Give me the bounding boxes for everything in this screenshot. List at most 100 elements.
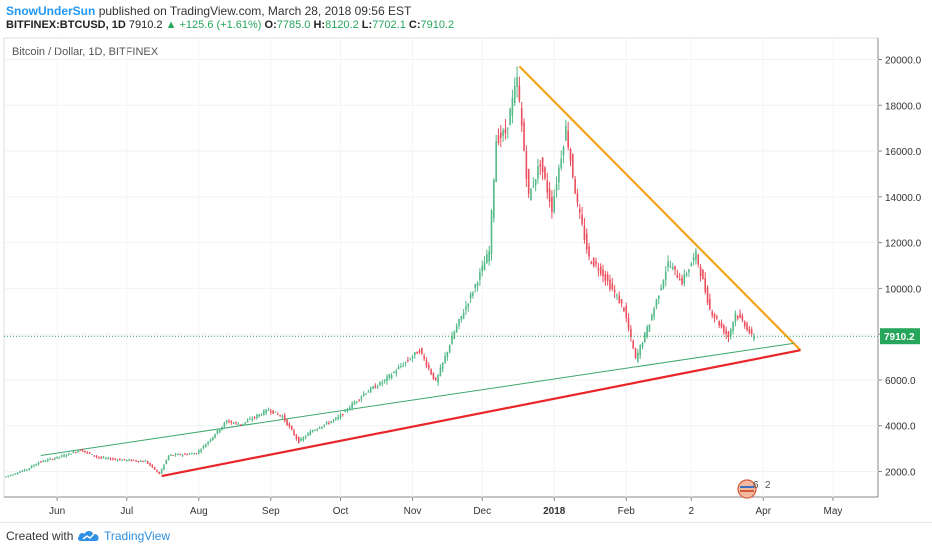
candle-body [437,375,439,383]
x-tick-label: Feb [618,506,636,517]
candle-body [225,420,228,423]
candle-body [353,402,356,405]
candle-body [16,473,19,475]
candle-body [37,462,40,465]
x-tick-label: Nov [404,506,422,517]
candle-body [620,299,623,304]
candle-body [288,423,291,427]
candle-body [214,434,216,438]
price-change: ▲ +125.6 (+1.61%) [165,19,262,31]
candle-body [448,345,451,353]
y-tick-label: 20000.0 [885,56,922,67]
support-trendline[interactable] [161,349,801,478]
candle-body [272,410,274,414]
high-label: H: [313,19,326,31]
candle-body [662,280,665,289]
candle-body [441,362,444,369]
candle-body [671,267,674,270]
candle-body [279,415,281,417]
candle-body [558,167,560,183]
candle-body [572,154,574,178]
author-link[interactable]: SnowUnderSun [6,4,96,18]
candle-body [270,410,272,413]
candle-body [26,469,28,471]
candle-body [388,374,391,378]
candle-body [667,261,669,268]
candle-body [595,261,597,265]
candle-body [467,303,470,307]
candle-body [644,332,646,342]
candle-body [641,342,644,347]
candle-body [290,426,293,430]
candle-body [316,428,319,431]
candle-body [44,460,47,462]
x-tick-label: May [824,506,843,517]
candle-body [112,458,114,460]
candle-body [527,169,530,194]
candle-body [70,453,72,455]
candle-body [430,369,432,375]
candle-body [472,292,474,297]
candle-body [483,262,486,271]
candle-body [146,461,149,464]
plot-area[interactable] [3,37,879,498]
candle-body [562,146,565,156]
candle-body [86,451,89,453]
candle-body [606,274,609,281]
resistance-trendline[interactable] [518,65,802,351]
candle-body [144,460,147,462]
candle-body [21,470,24,472]
footer: Created with TradingView [0,522,932,551]
x-tick-label: Sep [262,506,280,517]
tradingview-cloud-icon [77,531,99,541]
candle-body [409,359,412,361]
candle-body [332,419,335,421]
y-tick-label: 14000.0 [885,193,922,204]
inner_trend-trendline[interactable] [40,342,794,456]
candle-body [446,352,449,357]
candle-body [369,387,372,392]
candle-body [156,470,158,472]
candle-body [706,287,709,304]
candle-body [609,279,611,290]
candle-body [434,378,437,381]
candle-body [309,431,312,436]
candle-body [202,445,205,448]
tradingview-link[interactable]: TradingView [104,529,171,543]
candle-body [455,325,458,333]
candle-body [130,459,133,461]
last-price: 7910.2 [128,19,163,31]
candle-body [286,419,288,426]
candle-body [84,450,86,452]
candle-body [360,396,363,400]
candle-body [604,274,607,281]
candle-body [565,125,567,141]
candle-body [335,417,337,420]
candle-body [49,458,51,460]
candle-body [611,283,614,290]
candle-body [28,468,31,470]
candle-body [718,320,720,326]
candle-body [207,441,209,444]
candle-body [648,324,651,332]
candle-body [390,374,393,379]
candle-body [211,437,214,441]
candle-body [618,295,621,304]
candle-body [100,457,103,459]
candle-body [349,407,351,411]
candle-body [362,393,365,396]
candle-body [297,437,300,443]
price-chart[interactable]: Bitcoin / Dollar, 1D, BITFINEX 20000.0 18… [0,36,932,522]
watermark-badge-icon [737,479,757,499]
candle-body [186,454,188,456]
candle-body [149,462,151,466]
candle-body [165,459,168,464]
candle-body [669,266,672,268]
candle-body [135,460,137,462]
candle-body [630,328,632,337]
candle-body [588,246,590,257]
candle-body [88,452,91,454]
candle-body [725,330,727,334]
candle-body [195,453,198,455]
candle-body [67,453,70,455]
